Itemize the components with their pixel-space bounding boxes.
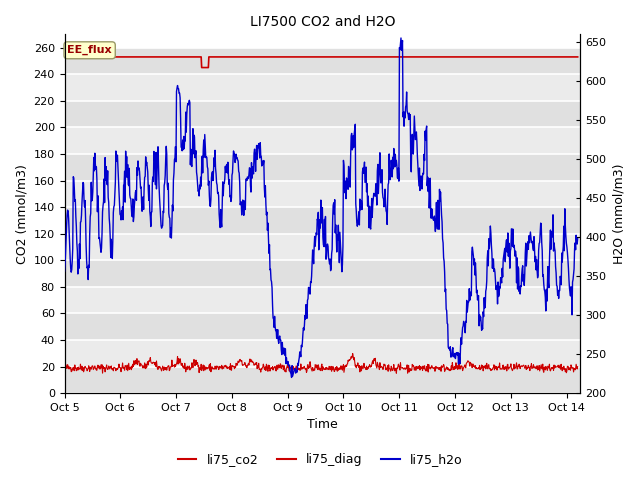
- Bar: [65, 287, 580, 313]
- Text: EE_flux: EE_flux: [67, 45, 112, 55]
- Bar: [65, 48, 580, 74]
- Bar: [65, 260, 580, 287]
- Legend: li75_co2, li75_diag, li75_h2o: li75_co2, li75_diag, li75_h2o: [173, 448, 467, 471]
- Bar: [65, 127, 580, 154]
- Bar: [65, 234, 580, 260]
- X-axis label: Time: Time: [307, 419, 338, 432]
- Bar: [65, 207, 580, 234]
- Bar: [65, 74, 580, 101]
- Bar: [65, 340, 580, 367]
- Y-axis label: H2O (mmol/m3): H2O (mmol/m3): [612, 164, 625, 264]
- Bar: [65, 101, 580, 127]
- Bar: [65, 180, 580, 207]
- Bar: [65, 313, 580, 340]
- Bar: [65, 367, 580, 393]
- Title: LI7500 CO2 and H2O: LI7500 CO2 and H2O: [250, 15, 396, 29]
- Bar: [65, 154, 580, 180]
- Y-axis label: CO2 (mmol/m3): CO2 (mmol/m3): [15, 164, 28, 264]
